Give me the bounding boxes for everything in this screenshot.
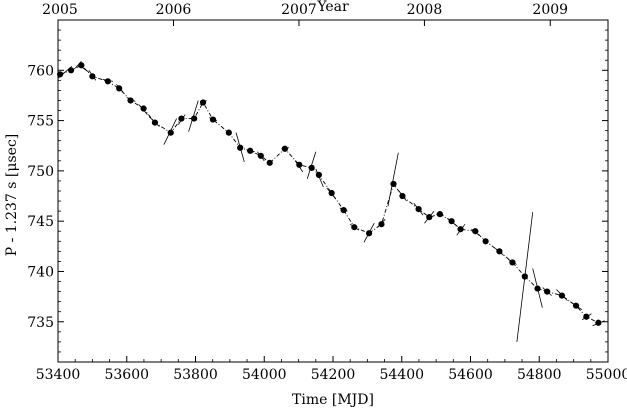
data-point [457, 226, 464, 233]
data-point [534, 285, 541, 292]
y-axis-ticks: 735 740 745 750 755 760 [27, 29, 608, 353]
x-axis-label: Time [MJD] [292, 392, 374, 408]
data-point [199, 99, 207, 106]
data-point [583, 313, 590, 320]
data-point [448, 218, 455, 225]
x-tick-label: 54200 [311, 367, 356, 383]
data-point [247, 147, 254, 154]
y-tick-label: 750 [27, 164, 54, 180]
data-points [56, 62, 602, 326]
x-tick-label: 53600 [104, 367, 149, 383]
data-point [178, 115, 185, 122]
data-point [426, 214, 433, 221]
y-tick-label: 740 [27, 264, 54, 280]
data-point [296, 161, 303, 168]
x-axis-ticks: 53400 53600 53800 54000 54200 54400 54600 54800… [36, 356, 627, 383]
y-tick-label: 760 [27, 63, 54, 79]
data-point [572, 302, 580, 309]
trend-line [59, 64, 599, 324]
x-tick-label: 54000 [242, 367, 287, 383]
data-point [365, 230, 373, 237]
x-tick-label: 55000 [586, 367, 627, 383]
slope-segment [387, 152, 399, 207]
data-point [257, 152, 264, 159]
data-point [399, 192, 406, 200]
data-point [472, 228, 479, 235]
data-point [308, 164, 315, 171]
x-tick-label: 54600 [448, 367, 493, 383]
data-point [67, 67, 75, 74]
data-point [340, 207, 347, 214]
data-point [89, 73, 96, 80]
data-point [436, 211, 444, 218]
data-point [509, 259, 516, 266]
top-tick-label: 2008 [407, 2, 443, 18]
x-tick-label: 53800 [173, 367, 218, 383]
top-tick-label: 2009 [532, 2, 568, 18]
y-tick-label: 755 [27, 114, 54, 130]
data-point [209, 116, 217, 123]
data-point [390, 180, 397, 188]
top-axis-label: Year [316, 0, 349, 15]
data-point [544, 288, 551, 295]
data-point [151, 119, 159, 126]
x-tick-label: 54800 [517, 367, 562, 383]
data-point [328, 189, 335, 197]
data-point [237, 144, 244, 151]
y-axis-label: P - 1.237 s [μsec] [4, 134, 20, 257]
data-point [378, 221, 385, 228]
data-point [281, 145, 288, 152]
data-point [496, 248, 503, 255]
data-point [315, 171, 323, 179]
data-point [225, 129, 232, 136]
top-axis-ticks: 2005 2006 2007 2008 2009 [42, 2, 568, 26]
top-tick-label: 2006 [156, 2, 192, 18]
data-point [558, 292, 566, 299]
data-point [104, 78, 111, 85]
data-point [78, 62, 85, 69]
x-tick-label: 53400 [36, 367, 81, 383]
x-tick-label: 54400 [379, 367, 424, 383]
y-tick-label: 735 [27, 315, 54, 331]
data-point [482, 238, 489, 245]
data-point [167, 129, 174, 136]
data-point [521, 273, 528, 280]
data-point [140, 105, 147, 112]
data-point [266, 159, 273, 166]
data-point [56, 71, 64, 78]
slope-segments [57, 60, 605, 342]
data-point [127, 97, 134, 104]
top-tick-label: 2007 [281, 2, 317, 18]
y-tick-label: 745 [27, 214, 54, 230]
data-point [116, 85, 123, 92]
top-tick-label: 2005 [42, 2, 78, 18]
data-point [191, 115, 198, 122]
data-point [415, 206, 422, 213]
data-point [351, 224, 358, 231]
data-point [595, 319, 602, 326]
